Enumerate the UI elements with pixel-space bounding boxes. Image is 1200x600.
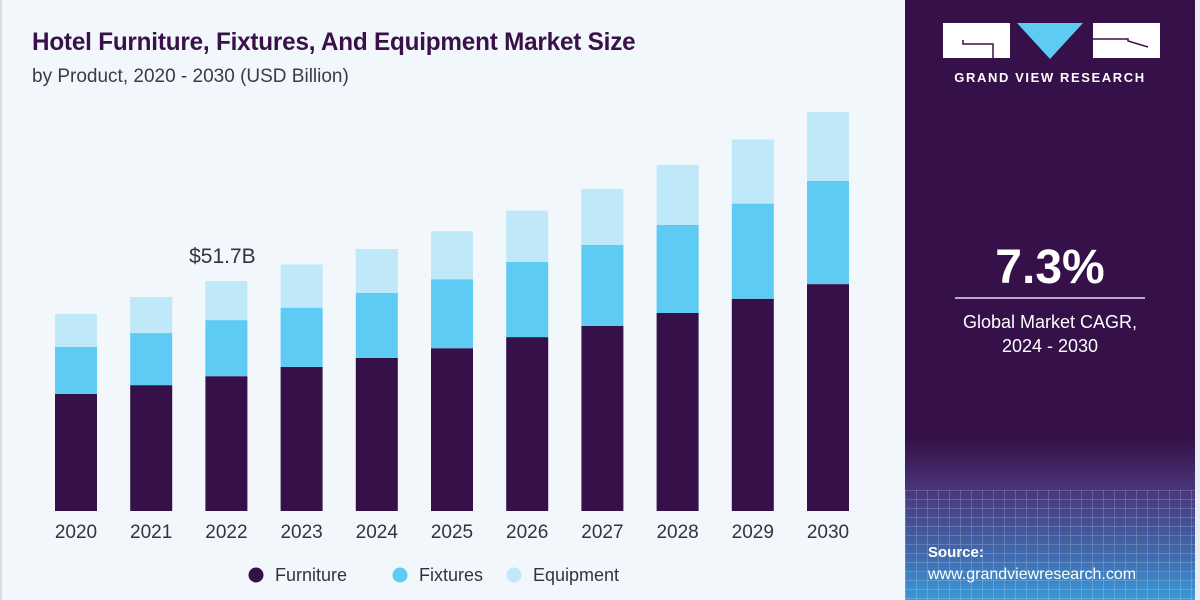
x-tick-label-2026: 2026 [506, 522, 548, 543]
cagr-divider [955, 297, 1145, 299]
bar-segment-furniture-2030 [807, 284, 849, 511]
bar-segment-furniture-2023 [280, 366, 323, 511]
gvr-logo-icon [943, 23, 1160, 59]
bar-segment-equipment-2023 [280, 264, 323, 308]
source-url[interactable]: www.grandviewresearch.com [928, 566, 1137, 583]
bar-segment-furniture-2025 [431, 348, 473, 511]
x-tick-label-2027: 2027 [581, 522, 623, 543]
cagr-value: 7.3% [995, 241, 1105, 294]
bar-segment-fixtures-2027 [581, 245, 624, 326]
bar-segment-furniture-2022 [205, 376, 248, 511]
x-tick-label-2021: 2021 [130, 522, 172, 543]
x-tick-label-2023: 2023 [280, 522, 322, 543]
x-tick-label-2028: 2028 [656, 522, 698, 543]
source-label: Source: [928, 544, 984, 561]
bar-segment-furniture-2029 [731, 298, 774, 511]
bar-segment-fixtures-2022 [205, 320, 248, 377]
bar-segment-furniture-2028 [656, 313, 699, 511]
x-tick-label-2025: 2025 [431, 522, 473, 543]
legend-label-fixtures: Fixtures [419, 565, 483, 585]
bar-segment-equipment-2024 [355, 249, 398, 293]
bar-segment-equipment-2025 [431, 231, 473, 280]
x-tick-label-2024: 2024 [356, 522, 399, 543]
cagr-label-line1: Global Market CAGR, [962, 312, 1138, 332]
bar-segment-furniture-2024 [355, 358, 398, 511]
cagr-label-line2: 2024 - 2030 [1001, 336, 1099, 356]
bar-segment-furniture-2021 [130, 385, 173, 511]
bar-segment-equipment-2022 [205, 281, 248, 321]
bar-segment-equipment-2021 [130, 297, 173, 333]
bar-segment-fixtures-2024 [355, 293, 398, 358]
bar-segment-fixtures-2023 [280, 307, 323, 367]
x-tick-label-2022: 2022 [205, 522, 247, 543]
bar-segment-fixtures-2026 [506, 261, 549, 338]
legend-label-furniture: Furniture [275, 565, 347, 585]
bar-segment-fixtures-2029 [731, 203, 774, 299]
bar-segment-equipment-2020 [55, 313, 97, 347]
bar-segment-fixtures-2025 [431, 279, 473, 349]
bar-segment-fixtures-2020 [55, 346, 97, 394]
bar-segment-equipment-2030 [807, 111, 849, 181]
data-label-2022: $51.7B [189, 245, 256, 268]
bar-segment-fixtures-2030 [807, 180, 849, 285]
bar-segment-equipment-2026 [506, 210, 549, 262]
chart-title: Hotel Furniture, Fixtures, And Equipment… [32, 28, 636, 56]
bar-segment-equipment-2029 [731, 139, 774, 204]
bar-segment-furniture-2020 [55, 394, 97, 511]
brand-panel: GRAND VIEW RESEARCH 7.3% Global Market C… [905, 0, 1195, 600]
legend-marker-furniture [248, 567, 264, 583]
x-tick-label-2020: 2020 [55, 522, 97, 543]
legend-marker-fixtures [392, 567, 408, 583]
x-tick-label-2029: 2029 [732, 522, 774, 543]
wireframe-grid-decoration [905, 490, 1195, 600]
legend-marker-equipment [506, 567, 522, 583]
legend-label-equipment: Equipment [533, 565, 619, 585]
brand-name: GRAND VIEW RESEARCH [954, 70, 1146, 85]
right-border [1195, 0, 1200, 600]
bar-segment-fixtures-2021 [130, 333, 173, 386]
bar-segment-equipment-2027 [581, 188, 624, 245]
bar-segment-fixtures-2028 [656, 224, 699, 313]
bar-segment-furniture-2027 [581, 325, 624, 511]
x-tick-label-2030: 2030 [807, 522, 849, 543]
bar-segment-equipment-2028 [656, 164, 699, 225]
chart-subtitle: by Product, 2020 - 2030 (USD Billion) [32, 66, 349, 87]
stacked-bar-chart: 2020 2021 2022 2023 2024 2025 2026 2027 2028 2029… [55, 111, 849, 585]
cagr-label: Global Market CAGR, 2024 - 2030 [905, 310, 1195, 358]
panel-gradient-background [905, 440, 1195, 600]
bar-segment-furniture-2026 [506, 337, 549, 511]
left-border [0, 0, 2, 600]
